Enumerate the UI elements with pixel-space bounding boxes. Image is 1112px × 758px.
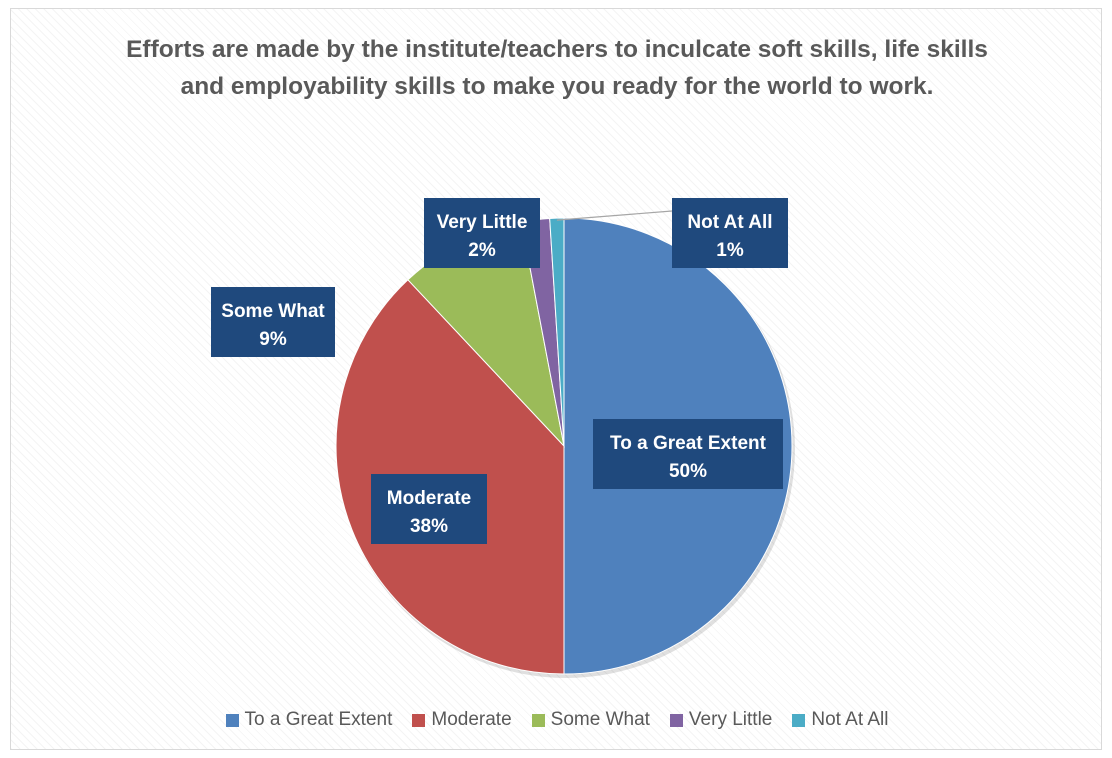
data-label-moderate: Moderate 38%: [371, 474, 487, 544]
legend-swatch: [531, 713, 545, 727]
chart-legend: To a Great Extent Moderate Some What Very L…: [11, 705, 1103, 735]
legend-swatch: [225, 713, 239, 727]
legend-label: Not At All: [811, 709, 889, 730]
data-label-value: 2%: [468, 240, 496, 261]
data-label-value: 38%: [410, 516, 448, 537]
data-label-category: Moderate: [387, 488, 471, 509]
legend-item-some-what: Some What: [531, 709, 650, 731]
data-label-category: Very Little: [437, 212, 528, 233]
leader-line-not-at-all: [556, 210, 673, 221]
data-label-not-at-all: Not At All 1%: [672, 198, 788, 268]
data-label-category: Not At All: [687, 212, 772, 233]
pie-slice-not-at-all: [549, 217, 565, 447]
legend-label: To a Great Extent: [244, 709, 393, 730]
data-label-box: [672, 198, 788, 268]
legend-item-not-at-all: Not At All: [792, 709, 888, 731]
data-label-box: [593, 419, 783, 489]
chart-title: Efforts are made by the institute/teache…: [126, 36, 988, 100]
data-label-box: [424, 198, 540, 268]
data-label-to-a-great-extent: To a Great Extent 50%: [593, 419, 783, 489]
data-label-value: 50%: [669, 461, 707, 482]
data-label-category: Some What: [221, 301, 325, 322]
legend-swatch: [669, 713, 683, 727]
chart-area: Efforts are made by the institute/teache…: [10, 8, 1102, 750]
data-label-box: [371, 474, 487, 544]
legend-item-very-little: Very Little: [669, 709, 773, 731]
data-label-some-what: Some What 9%: [211, 287, 335, 357]
data-label-value: 9%: [259, 329, 287, 350]
data-label-very-little: Very Little 2%: [424, 198, 540, 268]
legend-swatch: [792, 713, 806, 727]
legend-swatch: [412, 713, 426, 727]
legend-label: Very Little: [688, 709, 773, 730]
legend-label: Some What: [550, 709, 650, 730]
data-label-value: 1%: [716, 240, 744, 261]
legend-label: Moderate: [431, 709, 512, 730]
data-label-category: To a Great Extent: [610, 433, 767, 454]
legend-item-moderate: Moderate: [412, 709, 512, 731]
legend-item-to-a-great-extent: To a Great Extent: [225, 709, 393, 731]
pie-chart: To a Great Extent 50% Moderate 38% Some What…: [211, 198, 795, 678]
data-label-box: [211, 287, 335, 357]
